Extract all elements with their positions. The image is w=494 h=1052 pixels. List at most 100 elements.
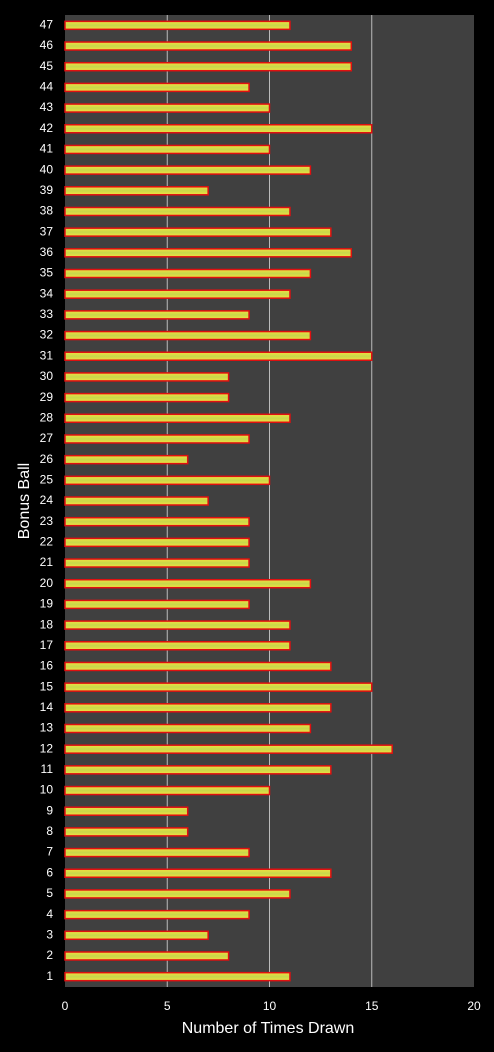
bar: [64, 103, 271, 113]
y-tick-label: 26: [40, 452, 54, 466]
y-tick-label: 27: [40, 431, 54, 445]
bar: [64, 909, 250, 920]
bar: [64, 558, 250, 568]
y-tick-label: 46: [40, 38, 54, 52]
bar: [64, 620, 291, 630]
bar: [64, 971, 291, 982]
bar: [64, 951, 230, 961]
bar: [64, 186, 209, 196]
bar: [64, 413, 291, 424]
y-tick-label: 45: [40, 59, 54, 73]
y-tick-label: 2: [46, 948, 53, 962]
y-tick-label: 15: [40, 679, 54, 693]
bar: [64, 330, 312, 341]
bar: [64, 20, 291, 31]
bar: [64, 930, 209, 941]
y-tick-label: 41: [40, 142, 54, 156]
y-tick-label: 22: [40, 535, 54, 549]
y-tick-label: 1: [46, 969, 53, 983]
y-tick-label: 21: [40, 555, 54, 569]
y-tick-label: 24: [40, 493, 54, 507]
bar: [64, 268, 312, 279]
x-axis-title: Number of Times Drawn: [182, 1020, 355, 1037]
y-tick-label: 34: [40, 286, 54, 300]
bar: [64, 123, 373, 134]
bar: [64, 889, 291, 899]
bar: [64, 806, 189, 816]
bar: [64, 723, 312, 734]
y-tick-label: 30: [40, 369, 54, 383]
y-tick-label: 43: [40, 100, 54, 114]
bar: [64, 475, 271, 486]
bar: [64, 868, 332, 879]
bar: [64, 578, 312, 589]
bar: [64, 310, 250, 320]
y-tick-label: 19: [40, 597, 54, 611]
y-tick-label: 18: [40, 617, 54, 631]
y-tick-label: 6: [46, 865, 53, 879]
bar: [64, 61, 353, 72]
bar: [64, 537, 250, 548]
bar: [64, 165, 312, 175]
y-tick-label: 20: [40, 576, 54, 590]
y-tick-label: 40: [40, 162, 54, 176]
y-tick-label: 9: [46, 803, 53, 817]
bar: [64, 289, 291, 299]
y-tick-label: 4: [46, 907, 53, 921]
y-tick-label: 25: [40, 472, 54, 486]
y-tick-label: 14: [40, 700, 54, 714]
y-tick-label: 28: [40, 410, 54, 424]
bar: [64, 454, 189, 465]
bar: [64, 392, 230, 403]
y-tick-label: 23: [40, 514, 54, 528]
y-tick-label: 38: [40, 204, 54, 218]
bar: [64, 82, 250, 93]
y-tick-label: 10: [40, 783, 54, 797]
bar: [64, 206, 291, 217]
y-tick-label: 13: [40, 721, 54, 735]
y-tick-label: 5: [46, 886, 53, 900]
y-tick-label: 17: [40, 638, 54, 652]
x-tick-label: 15: [365, 999, 379, 1013]
y-tick-label: 3: [46, 927, 53, 941]
y-tick-label: 35: [40, 266, 54, 280]
bar: [64, 661, 332, 672]
bar: [64, 785, 271, 796]
y-tick-label: 32: [40, 328, 54, 342]
bar: [64, 682, 373, 692]
y-tick-label: 44: [40, 80, 54, 94]
x-tick-label: 0: [62, 999, 69, 1013]
bar: [64, 641, 291, 651]
bar: [64, 434, 250, 444]
y-tick-label: 36: [40, 245, 54, 259]
bar: [64, 827, 189, 837]
y-axis-title: Bonus Ball: [16, 463, 33, 540]
y-tick-label: 8: [46, 824, 53, 838]
x-tick-label: 5: [164, 999, 171, 1013]
y-tick-label: 11: [41, 762, 54, 776]
y-tick-label: 16: [40, 659, 54, 673]
y-tick-label: 33: [40, 307, 54, 321]
bar: [64, 516, 250, 527]
bar: [64, 703, 332, 713]
bar: [64, 351, 373, 361]
y-tick-label: 12: [40, 741, 54, 755]
bar: [64, 372, 230, 382]
y-tick-label: 29: [40, 390, 54, 404]
bar: [64, 744, 393, 754]
bar: [64, 599, 250, 610]
bar: [64, 765, 332, 775]
bar: [64, 248, 353, 258]
bar: [64, 144, 271, 155]
y-tick-label: 42: [40, 121, 54, 135]
bar: [64, 41, 353, 51]
y-tick-label: 7: [46, 845, 53, 859]
bar: [64, 847, 250, 858]
x-tick-label: 20: [467, 999, 481, 1013]
x-tick-label: 10: [263, 999, 277, 1013]
y-tick-label: 37: [40, 224, 54, 238]
bar: [64, 227, 332, 237]
y-tick-label: 47: [40, 18, 54, 32]
bar: [64, 496, 209, 506]
